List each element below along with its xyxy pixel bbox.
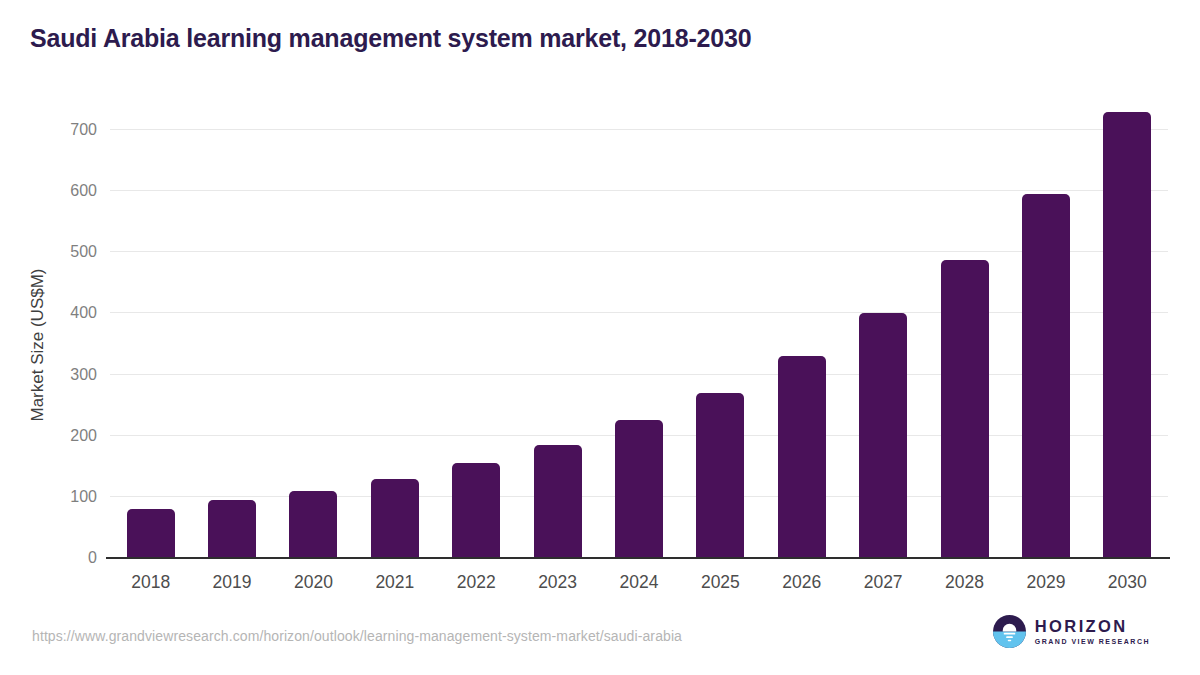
x-axis-line xyxy=(106,557,1170,559)
chart-page: Saudi Arabia learning management system … xyxy=(0,0,1200,675)
x-tick-2023: 2023 xyxy=(517,572,599,593)
bar-2029 xyxy=(1022,194,1070,558)
chart-title: Saudi Arabia learning management system … xyxy=(30,24,751,53)
bar-2024 xyxy=(615,420,663,558)
bar-2023 xyxy=(534,445,582,558)
y-axis-title: Market Size (US$M) xyxy=(28,268,48,421)
y-tick-500: 500 xyxy=(43,243,97,261)
source-url: https://www.grandviewresearch.com/horizo… xyxy=(32,628,682,644)
x-tick-2019: 2019 xyxy=(191,572,273,593)
x-tick-2028: 2028 xyxy=(924,572,1006,593)
horizon-logo: HORIZON GRAND VIEW RESEARCH xyxy=(993,615,1150,648)
x-tick-2021: 2021 xyxy=(354,572,436,593)
gridline-700 xyxy=(110,129,1168,130)
y-tick-300: 300 xyxy=(43,366,97,384)
x-tick-2030: 2030 xyxy=(1086,572,1168,593)
bar-2027 xyxy=(859,313,907,558)
x-tick-2024: 2024 xyxy=(598,572,680,593)
bar-2019 xyxy=(208,500,256,558)
logo-title: HORIZON xyxy=(1035,618,1150,635)
y-tick-0: 0 xyxy=(43,549,97,567)
y-tick-200: 200 xyxy=(43,427,97,445)
x-tick-2029: 2029 xyxy=(1005,572,1087,593)
gridline-400 xyxy=(110,312,1168,313)
horizon-logo-text: HORIZON GRAND VIEW RESEARCH xyxy=(1035,618,1150,645)
x-tick-2026: 2026 xyxy=(761,572,843,593)
gridline-500 xyxy=(110,251,1168,252)
bar-2022 xyxy=(452,463,500,558)
bar-2020 xyxy=(289,491,337,558)
x-tick-2020: 2020 xyxy=(272,572,354,593)
y-tick-400: 400 xyxy=(43,304,97,322)
y-tick-600: 600 xyxy=(43,182,97,200)
x-tick-2027: 2027 xyxy=(842,572,924,593)
gridline-600 xyxy=(110,190,1168,191)
gridline-300 xyxy=(110,374,1168,375)
y-tick-700: 700 xyxy=(43,121,97,139)
bar-2018 xyxy=(127,509,175,558)
logo-subtitle: GRAND VIEW RESEARCH xyxy=(1035,638,1150,645)
bar-2025 xyxy=(696,393,744,558)
bar-2030 xyxy=(1103,112,1151,558)
horizon-logo-icon xyxy=(993,615,1026,648)
y-tick-100: 100 xyxy=(43,488,97,506)
plot-area: 0100200300400500600700 20182019202020212… xyxy=(110,110,1168,558)
x-tick-2022: 2022 xyxy=(435,572,517,593)
bar-2021 xyxy=(371,479,419,558)
x-tick-2025: 2025 xyxy=(679,572,761,593)
bar-2028 xyxy=(941,260,989,558)
bar-2026 xyxy=(778,356,826,558)
x-tick-2018: 2018 xyxy=(110,572,192,593)
